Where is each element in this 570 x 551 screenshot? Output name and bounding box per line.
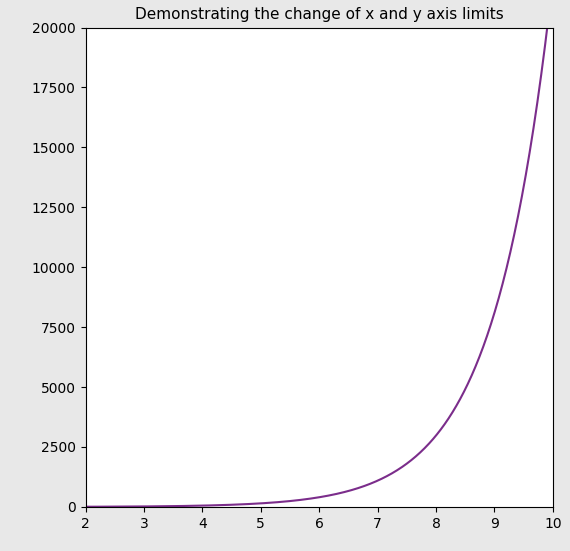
Title: Demonstrating the change of x and y axis limits: Demonstrating the change of x and y axis… bbox=[135, 7, 503, 22]
